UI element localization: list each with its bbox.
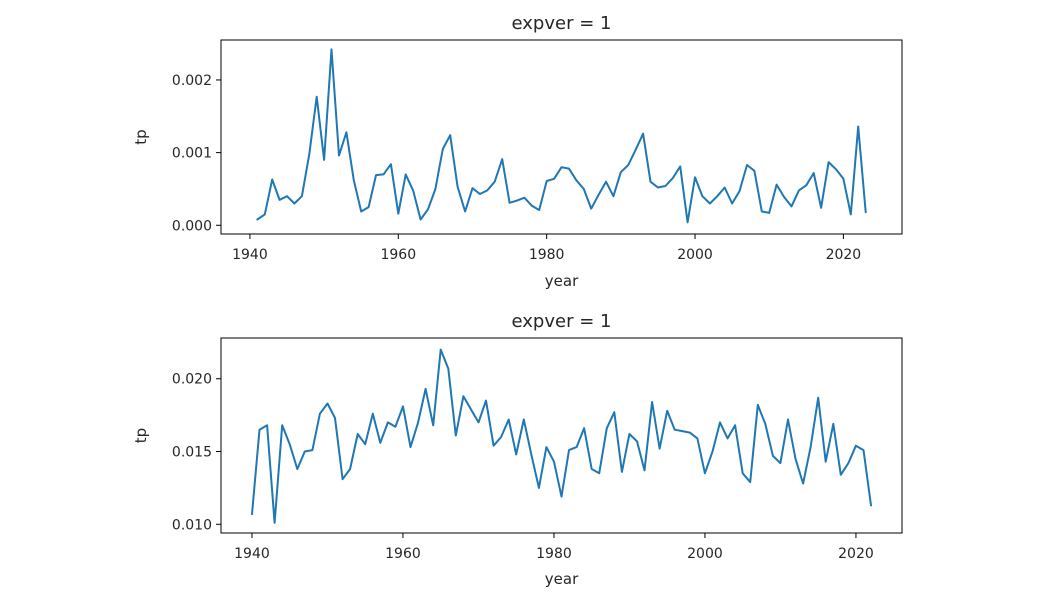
panel-2-xtick-label: 1940	[234, 546, 270, 562]
panel-2-ylabel: tp	[132, 428, 150, 443]
panel-1-ytick-label: 0.001	[172, 146, 212, 162]
panel-2-xtick-label: 1960	[385, 546, 421, 562]
panel-2-xlabel: year	[545, 570, 579, 588]
panel-1-xlabel: year	[545, 272, 579, 290]
panel-2-ytick-label: 0.020	[172, 372, 212, 388]
panel-1-ytick-label: 0.000	[172, 218, 212, 234]
panel-1-xtick-label: 2020	[826, 247, 862, 263]
panel-1-title: expver = 1	[512, 13, 612, 34]
panel-2-ytick-label: 0.015	[172, 445, 212, 461]
panel-1-ytick-label: 0.002	[172, 73, 212, 89]
panel-1-series-line	[256, 48, 867, 224]
panel-2-plot-frame	[220, 337, 903, 534]
panel-1-xtick-label: 1960	[380, 247, 416, 263]
panel-1-ylabel: tp	[132, 129, 150, 144]
panel-1-xtick-label: 1940	[232, 247, 268, 263]
panel-2-xtick-label: 2020	[838, 546, 874, 562]
panel-2-series-line	[251, 348, 872, 524]
panel-2-xtick-label: 2000	[687, 546, 723, 562]
panel-2-title: expver = 1	[512, 311, 612, 332]
panel-2-xtick-label: 1980	[536, 546, 572, 562]
panel-2-ytick-label: 0.010	[172, 517, 212, 533]
panel-1-xtick-label: 1980	[529, 247, 565, 263]
panel-1-xtick-label: 2000	[677, 247, 713, 263]
panel-1-plot-frame	[220, 39, 903, 235]
